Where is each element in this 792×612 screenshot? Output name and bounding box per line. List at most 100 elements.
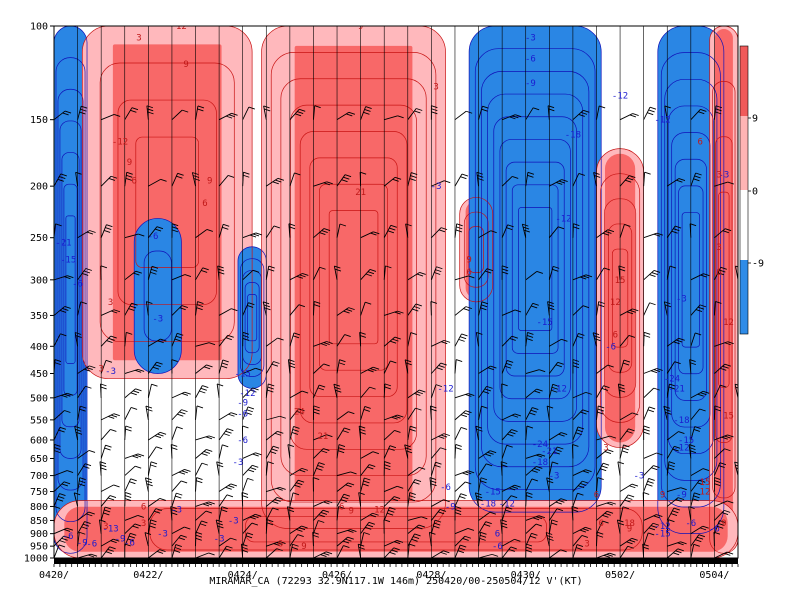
barb-flag (394, 415, 401, 419)
barb-staff (147, 266, 153, 280)
barb-staff (147, 446, 157, 459)
barb-staff (454, 544, 461, 558)
wind-barb (666, 507, 680, 521)
barb-flag (410, 332, 417, 336)
barb-flag (643, 334, 651, 338)
barb-staff (431, 227, 442, 239)
wind-barb (407, 407, 422, 421)
barb-flag (606, 510, 614, 514)
contour-label: -12 (654, 522, 670, 532)
barb-flag (694, 175, 701, 179)
barb-flag (434, 522, 441, 526)
barb-staff (265, 497, 278, 507)
barb-flag (718, 523, 725, 526)
colorbar-tick-label: 0 (752, 187, 758, 198)
barb-flag (501, 461, 508, 465)
barb-staff (289, 390, 303, 399)
wind-barb (642, 543, 650, 558)
wind-barb (124, 368, 145, 374)
wind-barb (596, 405, 605, 420)
wind-barb (242, 522, 259, 534)
contour-lines (54, 26, 738, 558)
barb-flag (672, 510, 679, 514)
barb-flag (668, 386, 676, 390)
barb-flag (249, 516, 256, 520)
wind-barb (548, 461, 559, 476)
wind-barb (265, 548, 283, 558)
barb-flag (228, 485, 235, 489)
positive-contour (149, 508, 643, 551)
barb-flag (468, 275, 475, 279)
wind-barb (289, 543, 299, 558)
wind-barb (383, 507, 396, 521)
barb-flag (440, 227, 448, 231)
barb-flag (436, 266, 443, 270)
barb-staff (689, 223, 692, 238)
barb-staff (525, 478, 533, 492)
wind-barb (124, 543, 131, 558)
barb-staff (734, 461, 738, 476)
barb-flag (582, 305, 590, 309)
barb-flag (649, 302, 656, 306)
barb-flag (392, 338, 399, 342)
wind-barb (431, 362, 447, 374)
barb-staff (666, 225, 676, 238)
wind-barb (313, 500, 333, 507)
wind-barb (124, 478, 137, 492)
barb-staff (714, 228, 726, 239)
barb-staff (689, 359, 692, 374)
barb-flag (223, 223, 230, 227)
barb-flag (124, 495, 132, 498)
contour-label: 3 (584, 540, 589, 550)
wind-barb (100, 413, 120, 421)
barb-flag (196, 480, 203, 484)
wind-barb (619, 175, 636, 187)
barb-flag (208, 342, 216, 346)
barb-flag (271, 448, 278, 452)
barb-flag (509, 116, 516, 120)
barb-flag (668, 467, 675, 471)
barb-flag (411, 538, 418, 542)
barb-staff (525, 407, 533, 421)
wind-barb (478, 477, 488, 492)
barb-flag (648, 478, 655, 481)
barb-flag (487, 451, 494, 455)
barb-staff (501, 445, 508, 459)
barb-flag (515, 114, 522, 118)
barb-staff (218, 483, 232, 492)
barb-flag (460, 426, 468, 430)
barb-staff (74, 426, 79, 441)
barb-staff (242, 172, 244, 187)
wind-barb (407, 466, 426, 476)
barb-flag (409, 428, 416, 432)
barb-flag (365, 301, 372, 305)
barb-flag (288, 359, 295, 363)
barb-staff (171, 544, 177, 558)
barb-staff (54, 306, 66, 316)
barb-flag (546, 532, 553, 535)
barb-flag (82, 273, 89, 276)
barb-flag (673, 228, 680, 232)
barb-flag (388, 448, 395, 451)
barb-staff (596, 301, 600, 316)
wind-barb (195, 510, 213, 521)
barb-staff (242, 406, 249, 421)
barb-flag (632, 308, 639, 312)
wind-barb (265, 445, 280, 459)
barb-flag (582, 528, 589, 532)
barb-flag (100, 386, 107, 390)
wind-barb (54, 493, 66, 507)
contour-label: -21 (669, 384, 685, 394)
barb-staff (642, 544, 645, 558)
barb-staff (336, 411, 349, 421)
barb-staff (313, 509, 324, 521)
barb-staff (525, 172, 529, 187)
barb-flag (699, 304, 707, 308)
contour-label: 3 (716, 170, 721, 180)
barb-staff (195, 520, 202, 534)
barb-flag (384, 386, 391, 390)
barb-flag (372, 512, 379, 516)
barb-flag (301, 390, 309, 394)
wind-barb (525, 302, 539, 316)
barb-flag (171, 226, 179, 230)
